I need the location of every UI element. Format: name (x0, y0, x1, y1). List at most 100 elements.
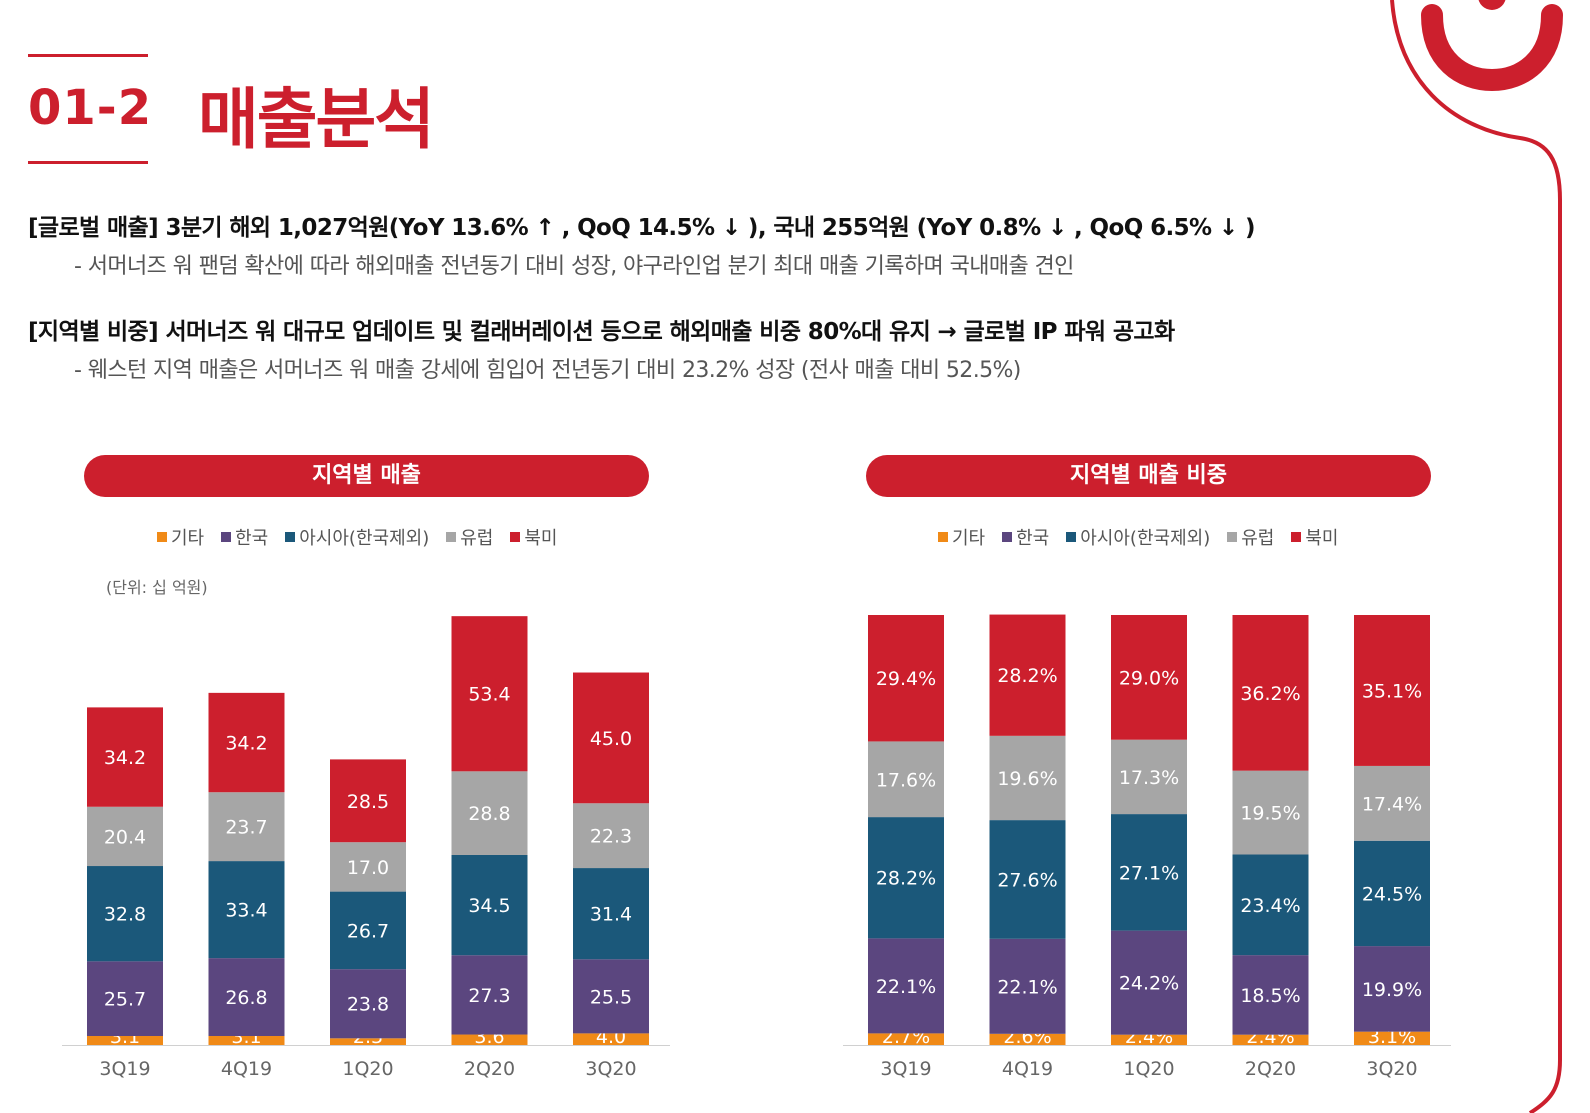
smile-logo-icon (1421, 4, 1563, 92)
data-label: 17.6% (876, 769, 936, 791)
bar-segment (573, 803, 649, 869)
chart-regional-sales: 3.1 25.7 32.8 20.4 34.2 3Q19 3.1 26.8 33.4 23.7 34… (30, 595, 670, 1090)
data-label: 18.5% (1240, 985, 1300, 1007)
bar-segment (1232, 1034, 1309, 1045)
x-tick-label: 2Q20 (464, 1058, 515, 1080)
bar-segment (868, 817, 944, 939)
legend-item: 유럽 (446, 524, 493, 550)
legend-label: 기타 (171, 528, 205, 549)
legend-label: 아시아(한국제외) (299, 528, 430, 549)
chart-regional-share-svg: 2.7%22.1%28.2%17.6%29.4%3Q192.6%22.1%27.… (843, 614, 1451, 1080)
x-tick-label: 4Q19 (221, 1058, 272, 1080)
legend-item: 아시아(한국제외) (1066, 524, 1210, 550)
legend-label: 유럽 (460, 528, 494, 549)
paragraph-heading: [지역별 비중] 서머너즈 워 대규모 업데이트 및 컬래버레이션 등으로 해외… (28, 319, 1175, 345)
legend-label: 기타 (952, 528, 986, 549)
data-label: 45.0 (590, 728, 632, 750)
bar-segment (1232, 770, 1309, 855)
data-label: 19.9% (1362, 979, 1422, 1001)
bar-segment (330, 891, 406, 970)
bar-segment (451, 955, 528, 1035)
chart-title-regional-sales: 지역별 매출 (84, 455, 649, 497)
data-label: 34.2 (225, 733, 267, 755)
bar-segment (1354, 946, 1430, 1032)
bar-segment (1232, 955, 1309, 1035)
data-label: 22.1% (876, 976, 936, 998)
bar-segment (330, 1038, 406, 1045)
bar-segment (573, 672, 649, 804)
bar-segment (1354, 765, 1430, 841)
legend-swatch (1291, 532, 1302, 542)
legend-item: 한국 (1002, 524, 1049, 550)
x-tick-label: 3Q19 (880, 1058, 931, 1080)
bar-segment (573, 959, 649, 1034)
bar-segment (868, 1033, 944, 1045)
bar-segment (330, 759, 406, 843)
bar-segment (868, 741, 944, 818)
data-label: 27.1% (1119, 862, 1179, 884)
paragraph-detail: - 서머너즈 워 팬덤 확산에 따라 해외매출 전년동기 대비 성장, 야구라인… (74, 254, 1074, 279)
x-tick-label: 4Q19 (1002, 1058, 1053, 1080)
data-label: 19.6% (997, 768, 1057, 790)
legend-item: 한국 (221, 524, 268, 550)
x-tick-label: 1Q20 (342, 1058, 393, 1080)
bar-segment (989, 614, 1066, 736)
legend-label: 한국 (1016, 528, 1050, 549)
data-label: 24.5% (1362, 883, 1422, 905)
data-label: 28.2% (876, 868, 936, 890)
paragraph-regional-share: [지역별 비중] 서머너즈 워 대규모 업데이트 및 컬래버레이션 등으로 해외… (28, 312, 1175, 384)
data-label: 27.3 (468, 985, 510, 1007)
bar-segment (1111, 814, 1187, 931)
bar-segment (1111, 1034, 1187, 1045)
data-label: 28.2% (997, 665, 1057, 687)
bar-segment (1111, 930, 1187, 1035)
legend-swatch (446, 532, 457, 542)
x-tick-label: 2Q20 (1245, 1058, 1296, 1080)
bar-segment (989, 1033, 1066, 1045)
bar-segment (330, 969, 406, 1039)
data-label: 25.7 (104, 989, 146, 1011)
chart-legend: 기타 한국 아시아(한국제외) 유럽 북미 (938, 525, 1355, 549)
bar-segment (87, 707, 163, 807)
legend-swatch (510, 532, 521, 542)
legend-label: 유럽 (1241, 528, 1275, 549)
x-tick-label: 3Q20 (1366, 1058, 1417, 1080)
data-label: 22.1% (997, 976, 1057, 998)
legend-swatch (1002, 532, 1013, 542)
legend-swatch (221, 532, 232, 542)
bar-segment (208, 958, 285, 1036)
data-label: 53.4 (468, 684, 510, 706)
bar-segment (989, 820, 1066, 939)
paragraph-heading: [글로벌 매출] 3분기 해외 1,027억원(YoY 13.6% ↑ , Qo… (28, 215, 1255, 241)
paragraph-detail: - 웨스턴 지역 매출은 서머너즈 워 매출 강세에 힘입어 전년동기 대비 2… (74, 358, 1021, 383)
bar-segment (451, 854, 528, 956)
section-number: 01-2 (28, 80, 153, 136)
paragraph-global-sales: [글로벌 매출] 3분기 해외 1,027억원(YoY 13.6% ↑ , Qo… (28, 208, 1255, 280)
legend-label: 북미 (1305, 528, 1339, 549)
data-label: 29.0% (1119, 667, 1179, 689)
legend-item: 기타 (938, 524, 985, 550)
section-title: 매출분석 (198, 81, 435, 158)
title-rule-top (28, 54, 148, 57)
bar-segment (1354, 840, 1430, 947)
legend-item: 북미 (1291, 524, 1338, 550)
legend-item: 기타 (157, 524, 204, 550)
legend-item: 북미 (510, 524, 557, 550)
bar-segment (573, 1033, 649, 1045)
bar-segment (208, 692, 285, 793)
bar-segment (1354, 615, 1430, 766)
data-label: 17.4% (1362, 793, 1422, 815)
data-label: 20.4 (104, 826, 146, 848)
bar-segment (330, 842, 406, 892)
data-label: 25.5 (590, 986, 632, 1008)
legend-swatch (1227, 532, 1238, 542)
chart-regional-sales-svg: 3.125.732.820.434.23Q193.126.833.423.734… (62, 616, 670, 1080)
bar-segment (87, 806, 163, 867)
data-label: 17.3% (1119, 767, 1179, 789)
legend-label: 북미 (524, 528, 558, 549)
data-label: 33.4 (225, 900, 267, 922)
data-label: 23.4% (1240, 895, 1300, 917)
bar-segment (208, 861, 285, 959)
bar-segment (1111, 739, 1187, 815)
bar-segment (208, 792, 285, 862)
